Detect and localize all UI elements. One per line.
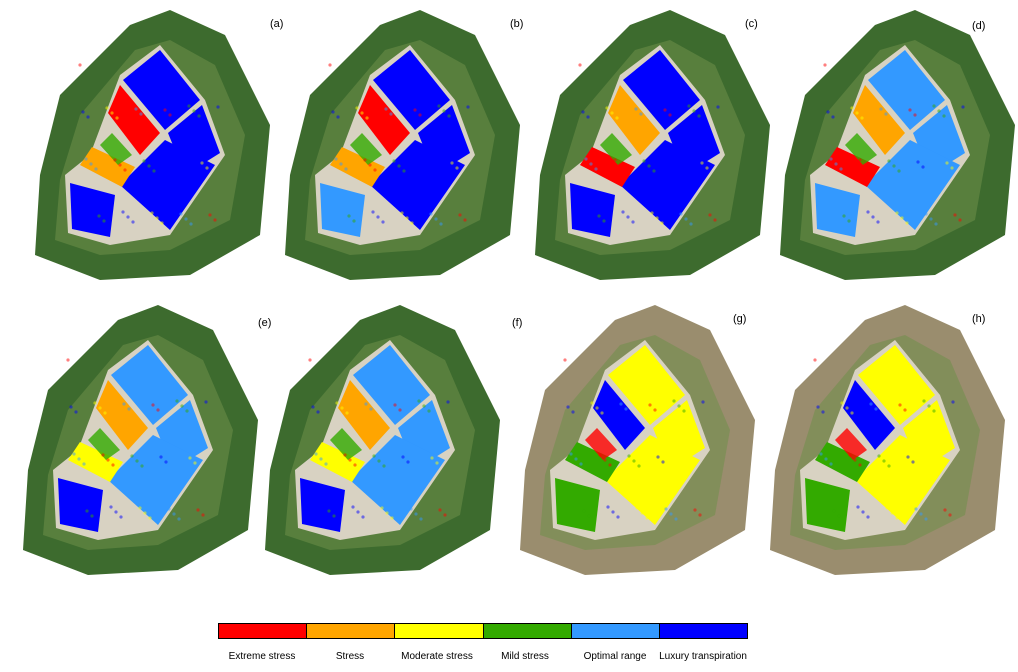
legend-swatch-extreme-stress bbox=[219, 624, 308, 638]
field-map-f bbox=[265, 305, 500, 575]
field-map-c bbox=[535, 10, 770, 280]
map-panel-b bbox=[270, 5, 520, 295]
legend-label-moderate-stress: Moderate stress bbox=[401, 651, 473, 662]
field-map-d bbox=[780, 10, 1015, 280]
legend-label-luxury-transpiration: Luxury transpiration bbox=[659, 651, 747, 662]
legend-swatch-moderate-stress bbox=[395, 624, 484, 638]
panel-label-d: (d) bbox=[972, 20, 986, 32]
panel-label-c: (c) bbox=[745, 18, 758, 30]
legend-label-stress: Stress bbox=[335, 651, 365, 662]
panel-label-a: (a) bbox=[270, 18, 284, 30]
map-panel-d bbox=[765, 5, 1015, 295]
field-map-e bbox=[23, 305, 258, 575]
map-panel-g bbox=[505, 300, 755, 590]
field-map-g bbox=[520, 305, 755, 575]
field-map-b bbox=[285, 10, 520, 280]
legend-swatch-optimal-range bbox=[571, 624, 660, 638]
map-panel-a bbox=[20, 5, 270, 295]
legend-swatch-mild-stress bbox=[483, 624, 572, 638]
map-panel-f bbox=[250, 300, 500, 590]
map-panel-e bbox=[8, 300, 258, 590]
panel-label-e: (e) bbox=[258, 317, 272, 329]
legend-labels: Extreme stress Stress Moderate stress Mi… bbox=[180, 651, 800, 667]
legend-swatch-stress bbox=[307, 624, 396, 638]
legend-label-extreme-stress: Extreme stress bbox=[228, 651, 296, 662]
panel-label-h: (h) bbox=[972, 313, 986, 325]
map-panel-h bbox=[755, 300, 1005, 590]
panel-label-f: (f) bbox=[512, 317, 523, 329]
legend-swatch-luxury-transpiration bbox=[659, 624, 748, 638]
legend-label-mild-stress: Mild stress bbox=[501, 651, 549, 662]
panel-label-b: (b) bbox=[510, 18, 524, 30]
field-map-a bbox=[35, 10, 270, 280]
map-panel-c bbox=[520, 5, 770, 295]
field-map-h bbox=[770, 305, 1005, 575]
legend-color-bar bbox=[218, 623, 748, 639]
legend-label-optimal-range: Optimal range bbox=[583, 651, 647, 662]
panel-label-g: (g) bbox=[733, 313, 747, 325]
